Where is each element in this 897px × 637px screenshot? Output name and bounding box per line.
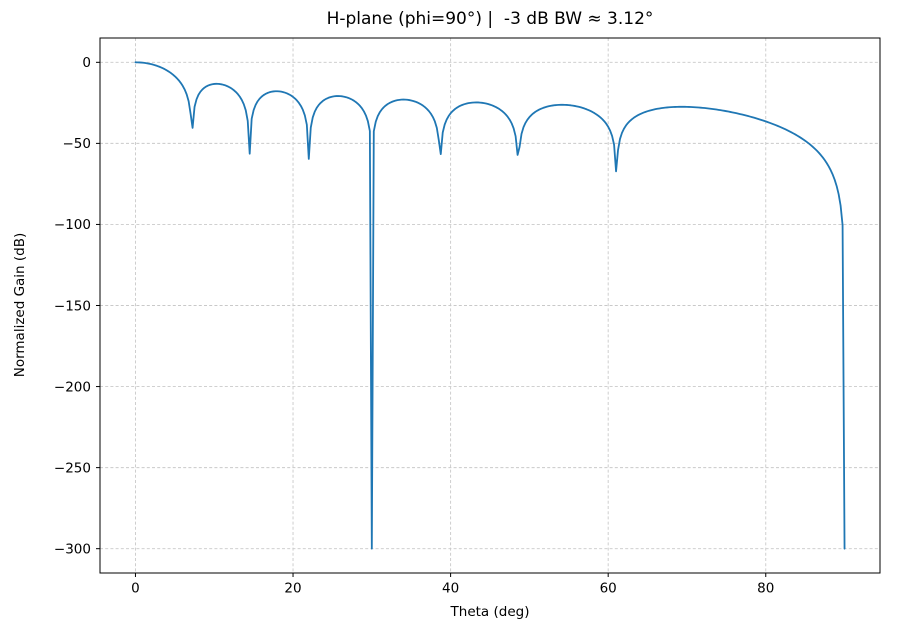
x-tick-label: 0: [131, 581, 140, 597]
y-tick-label: 0: [82, 55, 91, 71]
y-tick-label: −200: [54, 379, 91, 395]
y-axis-label: Normalized Gain (dB): [12, 232, 28, 378]
series-line-h-plane: [134, 61, 846, 550]
y-tick-label: −50: [63, 136, 92, 152]
x-tick-label: 20: [284, 581, 301, 597]
y-tick-label: −100: [54, 217, 91, 233]
x-tick-label: 80: [757, 581, 774, 597]
x-axis-label: Theta (deg): [450, 604, 530, 620]
y-tick-label: −150: [54, 298, 91, 314]
x-tick-label: 60: [600, 581, 617, 597]
chart-title: H-plane (phi=90°) | -3 dB BW ≈ 3.12°: [326, 9, 654, 29]
x-tick-label: 40: [442, 581, 459, 597]
y-tick-label: −300: [54, 541, 91, 557]
y-tick-label: −250: [54, 460, 91, 476]
